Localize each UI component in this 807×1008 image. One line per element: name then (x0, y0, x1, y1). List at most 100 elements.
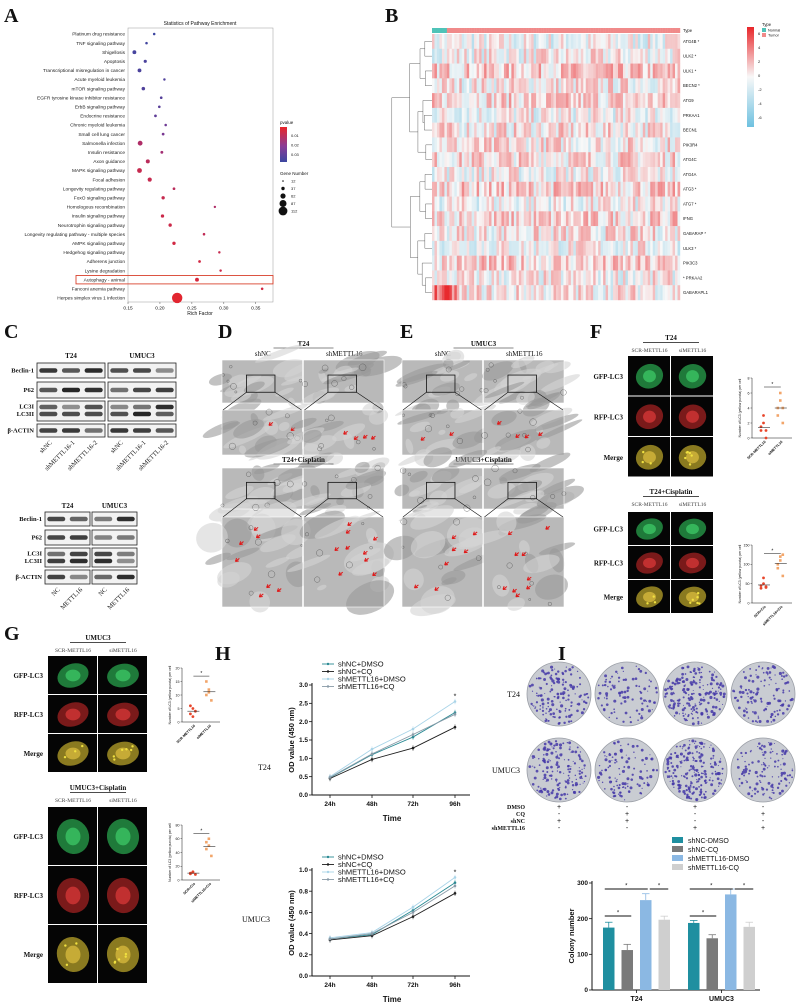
type-annotation-cell (556, 28, 559, 33)
heatmap-cell (523, 93, 527, 109)
heatmap-cell (558, 137, 562, 153)
heatmap-cell (541, 270, 544, 286)
treatment-label: CQ (516, 812, 525, 818)
heatmap-cell (625, 152, 629, 168)
heatmap-cell (489, 181, 492, 197)
heatmap-cell (543, 63, 547, 79)
pathway-dot (145, 159, 150, 164)
heatmap-cell (506, 211, 510, 227)
colony (704, 743, 706, 745)
colony (673, 715, 676, 717)
colony (695, 747, 697, 750)
heatmap-cell (610, 196, 614, 212)
heatmap-cell (660, 181, 663, 197)
heatmap-cell (489, 152, 492, 168)
cell-structure (288, 493, 331, 508)
lc3-puncta (649, 462, 652, 465)
heatmap-cell (615, 78, 619, 94)
heatmap-cell (640, 285, 643, 301)
heatmap-cell (449, 255, 453, 271)
heatmap-cell (471, 107, 475, 123)
heatmap-cell (518, 167, 522, 182)
colony (785, 778, 788, 781)
colony (639, 770, 643, 773)
colony (742, 768, 745, 772)
heatmap-cell (496, 240, 500, 256)
cell-structure (299, 510, 345, 539)
cell-structure (518, 540, 530, 555)
type-annotation-cell (469, 28, 472, 33)
blot-row-label: Beclin-1 (19, 516, 42, 523)
nucleus (65, 945, 81, 964)
colony (747, 717, 750, 719)
data-point (370, 752, 374, 756)
colony (687, 746, 691, 749)
heatmap-cell (432, 255, 435, 271)
colony (653, 701, 655, 704)
data-point (776, 566, 780, 570)
heatmap-cell (528, 226, 532, 242)
colony (700, 722, 703, 724)
micrograph (202, 397, 308, 461)
heatmap-cell (665, 211, 668, 227)
heatmap-cell (560, 137, 564, 153)
heatmap-cell (570, 152, 574, 168)
heatmap-cell (546, 137, 549, 153)
colony (622, 720, 625, 723)
heatmap-cell (580, 285, 584, 301)
heatmap-cell (503, 255, 507, 271)
treatment-label: shMETTL16 (492, 826, 525, 832)
heatmap-cell (526, 285, 529, 301)
heatmap-cell (476, 137, 480, 153)
colony (698, 773, 700, 776)
heatmap-cell (677, 181, 681, 197)
colony (699, 693, 701, 695)
heatmap-cell (556, 240, 559, 256)
heatmap-cell (630, 196, 634, 212)
heatmap-cell (484, 63, 487, 79)
heatmap-cell (625, 107, 629, 123)
heatmap-cell (543, 211, 547, 227)
legend-swatch (672, 846, 683, 852)
heatmap-cell (635, 226, 639, 242)
heatmap-cell (620, 34, 624, 49)
colony (571, 687, 575, 690)
colony (692, 756, 694, 759)
heatmap-cell (660, 63, 663, 79)
heatmap-cell (565, 240, 569, 256)
heatmap-cell (508, 63, 512, 79)
heatmap-cell (595, 167, 599, 182)
heatmap-cell (548, 167, 552, 182)
cell-structure (513, 490, 535, 500)
heatmap-cell (469, 285, 472, 301)
colony (634, 757, 636, 759)
colony (666, 760, 670, 764)
colony (535, 701, 539, 704)
cell-structure (516, 390, 535, 405)
heatmap-cell (605, 196, 609, 212)
colony (637, 668, 641, 671)
x-tick-label: 72h (407, 982, 418, 989)
panel-letter-C: C (4, 321, 18, 343)
heatmap-cell (541, 285, 544, 301)
colony (743, 774, 746, 777)
heatmap-cell (548, 211, 552, 227)
heatmap-cell (481, 270, 485, 286)
heatmap-cell (630, 107, 634, 123)
heatmap-cell (662, 63, 666, 79)
heatmap-cell (627, 226, 631, 242)
heatmap-cell (590, 63, 594, 79)
heatmap-cell (446, 285, 450, 301)
zoom-guide-line (402, 498, 427, 518)
colony (597, 684, 600, 687)
heatmap-cell (560, 63, 564, 79)
colony (562, 742, 565, 745)
heatmap-cell (441, 63, 445, 79)
heatmap-cell (531, 196, 534, 212)
heatmap-cell (481, 78, 485, 94)
colony (566, 741, 569, 744)
heatmap-cell (595, 63, 599, 79)
treatment-sign: + (693, 804, 697, 811)
heatmap-cell (439, 226, 443, 242)
cell-structure (507, 597, 525, 611)
